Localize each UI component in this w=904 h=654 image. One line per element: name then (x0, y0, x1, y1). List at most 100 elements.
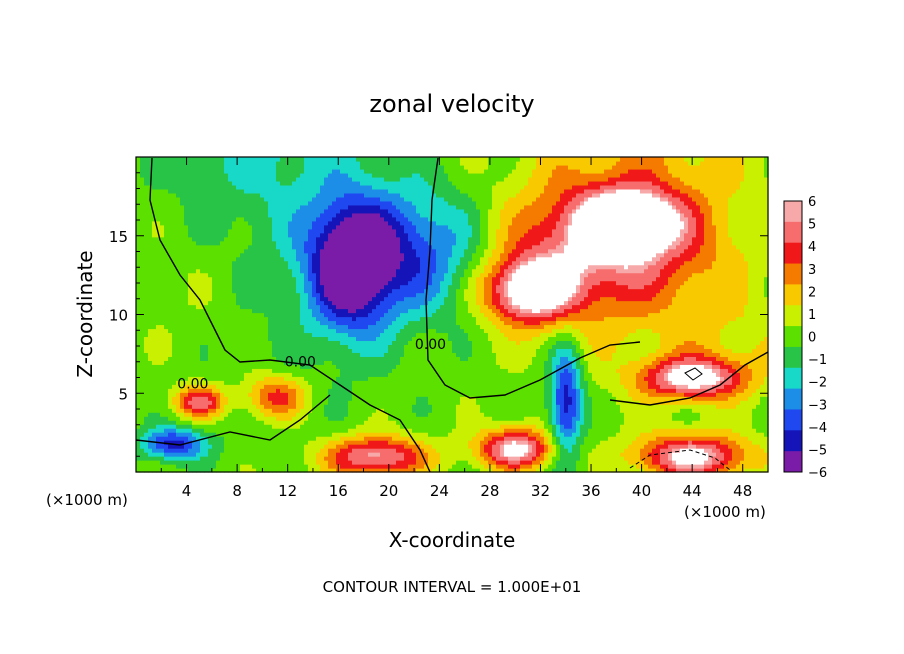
heatmap-cell (264, 380, 269, 385)
heatmap-cell (188, 364, 193, 369)
heatmap-cell (200, 312, 205, 318)
heatmap-cell (276, 184, 281, 190)
heatmap-cell (240, 292, 245, 298)
heatmap-cell (300, 216, 305, 222)
heatmap-cell (324, 164, 329, 170)
heatmap-cell (320, 356, 325, 361)
heatmap-cell (284, 272, 289, 278)
heatmap-cell (384, 444, 389, 449)
heatmap-cell (144, 264, 149, 270)
heatmap-cell (328, 160, 333, 166)
heatmap-cell (216, 244, 221, 250)
heatmap-cell (312, 340, 317, 346)
heatmap-cell (340, 332, 345, 338)
heatmap-cell (164, 208, 169, 214)
heatmap-cell (152, 436, 157, 441)
heatmap-cell (236, 180, 241, 186)
heatmap-cell (380, 460, 385, 465)
heatmap-cell (232, 164, 237, 170)
heatmap-cell (236, 348, 241, 353)
heatmap-cell (288, 448, 293, 453)
heatmap-cell (224, 344, 229, 349)
heatmap-cell (288, 248, 293, 254)
heatmap-cell (332, 440, 337, 445)
heatmap-cell (200, 184, 205, 190)
heatmap-cell (152, 356, 157, 361)
heatmap-cell (192, 432, 197, 437)
heatmap-cell (336, 356, 341, 361)
heatmap-cell (284, 364, 289, 369)
heatmap-cell (224, 384, 229, 389)
heatmap-cell (164, 204, 169, 210)
heatmap-cell (200, 256, 205, 262)
heatmap-cell (172, 464, 177, 469)
heatmap-cell (180, 296, 185, 302)
heatmap-cell (268, 232, 273, 238)
heatmap-cell (136, 436, 141, 441)
heatmap-cell (256, 272, 261, 278)
heatmap-cell (340, 204, 345, 210)
heatmap-cell (268, 292, 273, 298)
heatmap-cell (380, 157, 385, 162)
heatmap-cell (344, 428, 349, 433)
heatmap-cell (328, 416, 333, 421)
heatmap-cell (316, 268, 321, 274)
heatmap-cell (292, 224, 297, 230)
heatmap-cell (356, 336, 361, 342)
heatmap-cell (352, 204, 357, 210)
heatmap-cell (144, 284, 149, 290)
heatmap-cell (332, 344, 337, 349)
heatmap-cell (240, 260, 245, 266)
heatmap-cell (376, 260, 381, 266)
heatmap-cell (220, 236, 225, 242)
heatmap-cell (204, 416, 209, 421)
heatmap-cell (228, 408, 233, 413)
heatmap-cell (332, 408, 337, 413)
heatmap-cell (260, 376, 265, 381)
heatmap-cell (304, 440, 309, 445)
heatmap-cell (344, 412, 349, 417)
heatmap-cell (284, 284, 289, 290)
heatmap-cell (380, 308, 385, 314)
heatmap-cell (384, 180, 389, 186)
heatmap-cell (272, 157, 277, 162)
heatmap-cell (340, 404, 345, 409)
heatmap-cell (296, 224, 301, 230)
heatmap-cell (348, 412, 353, 417)
heatmap-cell (204, 157, 209, 162)
heatmap-cell (340, 324, 345, 330)
heatmap-cell (348, 176, 353, 182)
heatmap-cell (240, 304, 245, 310)
heatmap-cell (192, 157, 197, 162)
heatmap-cell (276, 368, 281, 373)
heatmap-cell (324, 260, 329, 266)
heatmap-cell (284, 228, 289, 234)
heatmap-cell (156, 172, 161, 178)
heatmap-cell (332, 360, 337, 365)
heatmap-cell (252, 184, 257, 190)
heatmap-cell (328, 296, 333, 302)
heatmap-cell (172, 356, 177, 361)
heatmap-cell (312, 356, 317, 361)
heatmap-cell (272, 464, 277, 469)
heatmap-cell (184, 404, 189, 409)
heatmap-cell (196, 300, 201, 306)
heatmap-cell (324, 157, 329, 162)
heatmap-cell (244, 344, 249, 349)
heatmap-cell (352, 284, 357, 290)
heatmap-cell (372, 304, 377, 310)
heatmap-cell (288, 272, 293, 278)
heatmap-cell (176, 300, 181, 306)
heatmap-cell (176, 360, 181, 365)
heatmap-cell (348, 336, 353, 342)
heatmap-cell (296, 328, 301, 334)
heatmap-cell (272, 268, 277, 274)
heatmap-cell (168, 396, 173, 401)
heatmap-cell (228, 260, 233, 266)
heatmap-cell (236, 384, 241, 389)
heatmap-cell (240, 464, 245, 469)
heatmap-cell (296, 160, 301, 166)
heatmap-cell (308, 356, 313, 361)
heatmap-cell (196, 452, 201, 457)
heatmap-cell (320, 232, 325, 238)
